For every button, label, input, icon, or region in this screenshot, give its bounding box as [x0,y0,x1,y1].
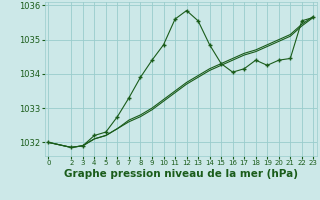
X-axis label: Graphe pression niveau de la mer (hPa): Graphe pression niveau de la mer (hPa) [64,169,298,179]
